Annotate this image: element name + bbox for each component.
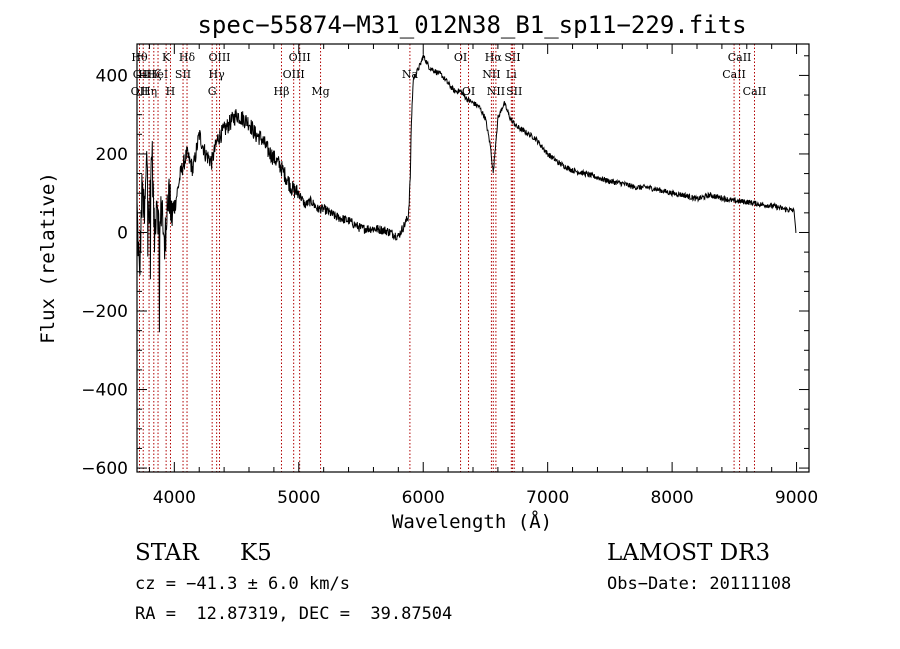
spectral-line-label: CaII [743, 85, 767, 98]
x-tick-label: 9000 [775, 488, 818, 508]
spectral-line-label: OIII [289, 51, 311, 64]
spectral-line-label: G [208, 85, 217, 98]
spectral-line-label: CaII [722, 68, 746, 81]
ra-dec-coordinates: RA = 12.87319, DEC = 39.87504 [135, 604, 453, 624]
x-axis-label: Wavelength (Å) [392, 510, 552, 533]
redshift-cz: cz = −41.3 ± 6.0 km/s [135, 574, 350, 594]
y-tick-label: 400 [96, 66, 128, 86]
spectral-line-label: SII [175, 68, 191, 81]
spectral-line-label: Mg [311, 85, 329, 98]
spectral-line-label: Hη [141, 85, 157, 98]
spectral-line-label: OI [454, 51, 467, 64]
spectral-line-label: OIII [208, 51, 230, 64]
spectral-line-label: Hζ [146, 68, 162, 81]
spectral-line-label: Hγ [209, 68, 226, 81]
y-axis-label: Flux (relative) [37, 172, 59, 344]
spectral-line-label: SII [506, 85, 522, 98]
spectral-line-label: Hδ [179, 51, 196, 64]
spectral-line-label: SII [504, 51, 520, 64]
x-tick-label: 5000 [277, 488, 320, 508]
object-subclass: K5 [240, 540, 272, 566]
x-tick-label: 7000 [526, 488, 569, 508]
spectral-line-label: NII [482, 68, 500, 81]
y-tick-label: −600 [81, 459, 128, 479]
spectral-line-label: Hθ [131, 51, 148, 64]
y-tick-label: −200 [81, 302, 128, 322]
spectral-line-label: H [166, 85, 176, 98]
spectral-line-label: NII [487, 85, 505, 98]
plot-frame [136, 43, 810, 473]
spectral-line-label: Li [506, 68, 517, 81]
spectral-line-label: OII [131, 85, 149, 98]
spectral-line-label: Hα [485, 51, 503, 64]
spectral-line-label: Hβ [274, 85, 290, 98]
x-tick-label: 8000 [650, 488, 693, 508]
x-tick-label: 4000 [153, 488, 196, 508]
spectral-line-label: OIII [283, 68, 305, 81]
spectrum-trace [136, 54, 797, 333]
x-tick-label: 6000 [402, 488, 445, 508]
survey-name: LAMOST DR3 [607, 540, 771, 566]
spectral-line-label: K [162, 51, 171, 64]
y-tick-label: −400 [81, 381, 128, 401]
spectral-line-label: OI [133, 68, 146, 81]
spectral-line-label: CaII [728, 51, 752, 64]
spectral-line-label: HeI [148, 68, 168, 81]
chart-title: spec−55874−M31_012N38_B1_sp11−229.fits [197, 11, 746, 39]
object-class: STAR [135, 540, 199, 566]
observation-date: Obs−Date: 20111108 [607, 574, 792, 594]
y-tick-label: 200 [96, 145, 128, 165]
spectral-line-label: H [138, 68, 148, 81]
y-tick-label: 0 [117, 223, 128, 243]
spectrum-chart: spec−55874−M31_012N38_B1_sp11−229.fits H… [37, 11, 818, 533]
